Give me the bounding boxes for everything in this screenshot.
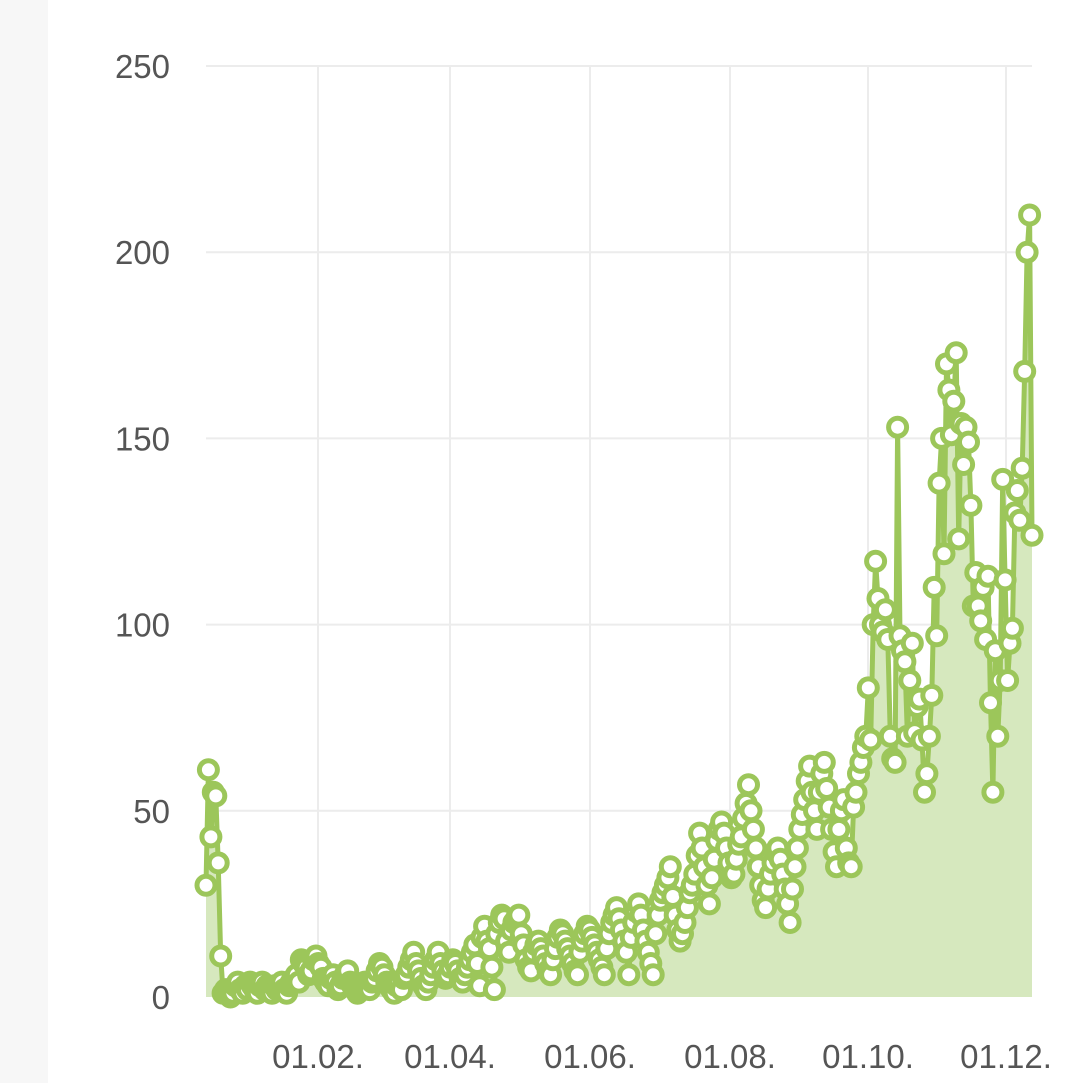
data-point: [1020, 523, 1044, 547]
data-point: [778, 911, 802, 934]
data-point: [1010, 456, 1034, 480]
data-point: [920, 683, 944, 707]
data-point: [199, 825, 223, 849]
data-point: [856, 676, 880, 700]
data-point: [900, 631, 924, 655]
data-points-layer: [194, 203, 1044, 1009]
data-point: [864, 549, 888, 573]
data-point: [741, 817, 765, 841]
area-fill-layer: [206, 215, 1032, 997]
data-point: [482, 978, 506, 1002]
data-point: [196, 758, 220, 782]
data-point: [913, 780, 936, 804]
data-point: [957, 430, 980, 454]
y-axis-ticks: 0 50 100 150 200 250: [115, 48, 170, 1016]
x-tick-label: 01.06.: [544, 1038, 636, 1075]
data-point: [959, 493, 983, 517]
data-point: [206, 851, 230, 875]
data-point: [925, 624, 949, 648]
data-point: [844, 780, 868, 804]
data-point: [644, 922, 668, 946]
data-point: [783, 855, 807, 879]
data-point: [209, 944, 233, 968]
data-point: [944, 341, 968, 365]
data-point: [883, 750, 907, 774]
data-point: [1000, 616, 1024, 640]
y-tick-label: 200: [115, 234, 170, 271]
y-tick-label: 50: [133, 793, 170, 830]
data-point: [744, 836, 768, 860]
data-point: [947, 527, 971, 551]
data-point: [839, 855, 863, 879]
data-point: [827, 817, 851, 841]
data-point: [898, 669, 922, 692]
y-tick-label: 250: [115, 48, 170, 85]
data-point: [507, 903, 531, 927]
data-point: [969, 609, 993, 633]
data-point: [700, 866, 724, 890]
data-point: [922, 575, 946, 599]
chart-panel: 0 50 100 150 200 250 01.02. 01.04. 01.06. 01.08.…: [48, 0, 1082, 1083]
data-point: [873, 598, 897, 622]
data-point: [1015, 240, 1039, 264]
data-point: [785, 836, 809, 860]
data-point: [927, 471, 951, 495]
data-point: [986, 724, 1010, 748]
data-point: [981, 780, 1005, 804]
data-point: [991, 467, 1015, 491]
x-tick-label: 01.10.: [822, 1038, 914, 1075]
data-point: [893, 650, 917, 674]
data-point: [737, 773, 760, 797]
data-point: [815, 777, 839, 800]
data-point: [932, 542, 956, 566]
data-point: [781, 877, 804, 901]
data-point: [915, 762, 939, 786]
data-point: [812, 750, 836, 774]
data-point: [697, 892, 721, 916]
series-area: [206, 215, 1032, 997]
x-tick-label: 01.08.: [684, 1038, 776, 1075]
data-point: [194, 873, 218, 897]
data-point: [1005, 479, 1029, 502]
area-chart: 0 50 100 150 200 250 01.02. 01.04. 01.06. 01.08.…: [115, 48, 1052, 1075]
data-point: [480, 955, 504, 979]
y-tick-label: 0: [152, 979, 170, 1016]
x-tick-label: 01.04.: [404, 1038, 496, 1075]
data-point: [658, 855, 682, 879]
data-point: [859, 728, 883, 752]
data-point: [979, 691, 1002, 715]
data-point: [993, 568, 1017, 592]
data-point: [566, 963, 589, 987]
y-tick-label: 150: [115, 420, 170, 457]
data-point: [754, 896, 778, 920]
data-point: [592, 963, 616, 987]
data-point: [204, 784, 228, 808]
data-point: [1008, 508, 1032, 532]
data-point: [952, 453, 976, 476]
x-axis-ticks: 01.02. 01.04. 01.06. 01.08. 01.10. 01.12.: [272, 1038, 1052, 1075]
data-point: [917, 724, 941, 748]
data-point: [641, 963, 665, 987]
data-point: [996, 669, 1020, 692]
data-point: [1013, 359, 1037, 383]
x-tick-label: 01.02.: [272, 1038, 364, 1075]
data-point: [617, 963, 641, 987]
data-point: [739, 799, 763, 823]
data-point: [942, 389, 966, 413]
data-point: [1018, 203, 1042, 227]
y-tick-label: 100: [115, 607, 170, 644]
x-tick-label: 01.12.: [960, 1038, 1052, 1075]
data-point: [886, 415, 910, 439]
